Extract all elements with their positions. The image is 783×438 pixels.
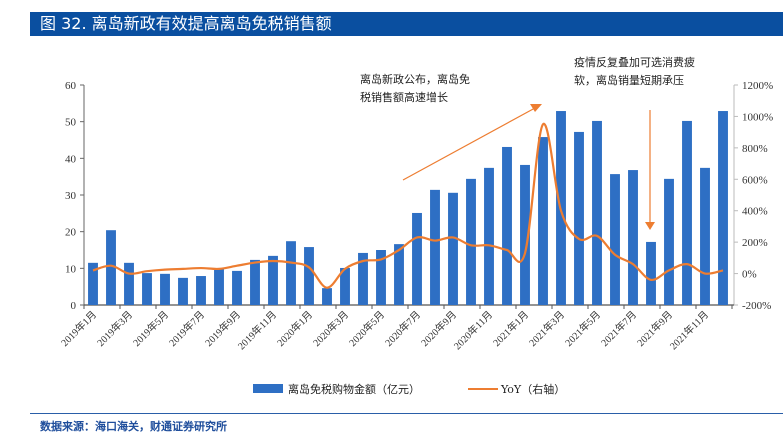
annotation-2-line-2: 软，离岛销量短期承压 (574, 73, 684, 87)
x-tick-label: 2021年5月 (562, 308, 603, 349)
bar (412, 212, 422, 305)
x-tick-label: 2019年1月 (58, 308, 99, 349)
chart: 0 10 20 30 40 50 60 -200% 0% 200% 400% 600% 800% 1000… (58, 55, 773, 396)
annotation-1-line-2: 税销售额高速增长 (360, 90, 448, 104)
x-tick-label: 2020年1月 (274, 308, 315, 349)
bar (358, 252, 368, 305)
x-tick-label: 2020年3月 (310, 308, 351, 349)
right-tick-label: 1000% (742, 111, 773, 123)
figure-title: 图 32. 离岛新政有效提高离岛免税销售额 (30, 12, 783, 36)
bar (376, 250, 386, 305)
bar (682, 120, 692, 305)
x-tick-label: 2019年5月 (130, 308, 171, 349)
bar (106, 230, 116, 305)
x-tick-label: 2019年7月 (166, 308, 207, 349)
x-tick-label: 2021年1月 (490, 308, 531, 349)
bar (574, 131, 584, 305)
footer-divider (30, 413, 783, 414)
annotation-2-line-1: 疫情反复叠加可选消费疲 (574, 55, 695, 69)
source-note: 数据来源：海口海关，财通证券研究所 (40, 420, 227, 433)
bar (664, 178, 674, 305)
right-tick-label: 800% (742, 143, 768, 155)
right-tick-label: 600% (742, 174, 768, 186)
bar (214, 269, 224, 305)
growth-arrow (402, 104, 542, 181)
bar (88, 262, 98, 305)
annotation-1-line-1: 离岛新政公布，离岛免 (360, 72, 470, 86)
bar (484, 167, 494, 305)
bar (466, 178, 476, 305)
left-tick-label: 10 (65, 263, 77, 275)
right-tick-label: 1200% (742, 80, 773, 92)
left-tick-label: 0 (71, 300, 77, 312)
bar (700, 167, 710, 305)
bar (196, 276, 206, 305)
legend-line-label: YoY（右轴） (500, 382, 565, 396)
bar (538, 137, 548, 305)
legend-bar-swatch (253, 384, 283, 393)
bar (268, 255, 278, 305)
bar (394, 244, 404, 305)
bar (178, 277, 188, 305)
bar (142, 273, 152, 305)
x-tick-label: 2020年7月 (382, 308, 423, 349)
left-tick-label: 20 (65, 227, 77, 239)
x-tick-label: 2021年3月 (526, 308, 567, 349)
left-tick-label: 30 (65, 190, 77, 202)
bar (286, 241, 296, 305)
left-tick-label: 60 (65, 80, 77, 92)
x-tick-label: 2021年7月 (598, 308, 639, 349)
bar (340, 267, 350, 305)
bar (610, 174, 620, 305)
left-tick-label: 40 (65, 153, 77, 165)
bar (520, 164, 530, 305)
bar (322, 288, 332, 305)
bar (232, 270, 242, 305)
bar (502, 146, 512, 305)
yoy-line (92, 123, 724, 289)
bar (304, 247, 314, 305)
right-tick-label: 200% (742, 237, 768, 249)
bar (718, 111, 728, 306)
x-tick-label: 2019年11月 (235, 308, 279, 352)
x-tick-label: 2020年5月 (346, 308, 387, 349)
legend-bar-label: 离岛免税购物金额（亿元） (288, 382, 420, 396)
bar (160, 273, 170, 305)
decline-arrow (645, 110, 655, 230)
x-tick-label: 2020年11月 (451, 308, 495, 352)
right-tick-label: 400% (742, 206, 768, 218)
left-tick-label: 50 (65, 117, 77, 129)
x-tick-label: 2019年3月 (94, 308, 135, 349)
bar (628, 170, 638, 305)
bar (430, 189, 440, 305)
right-tick-label: -200% (742, 300, 771, 312)
bar (646, 241, 656, 305)
bar (448, 192, 458, 305)
bar (592, 120, 602, 305)
right-tick-label: 0% (742, 269, 757, 281)
bar (124, 262, 134, 305)
x-tick-label: 2021年11月 (667, 308, 711, 352)
bar (250, 259, 260, 305)
